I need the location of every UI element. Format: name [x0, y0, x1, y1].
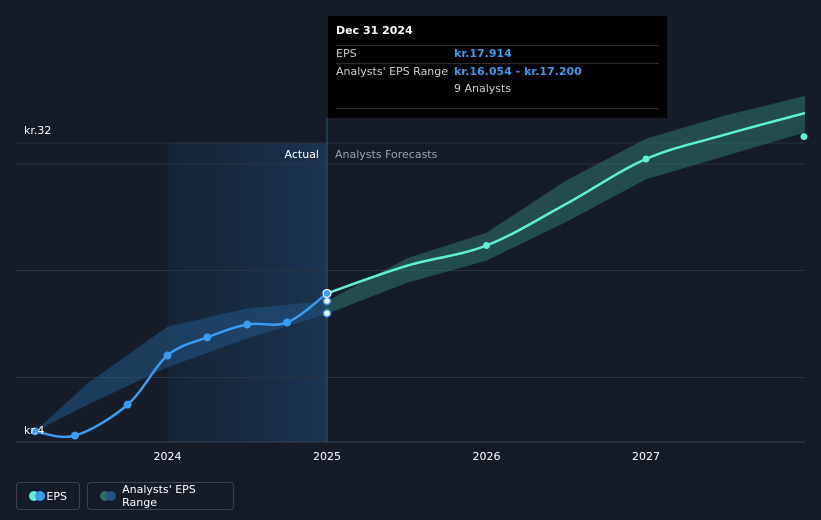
x-tick-2025: 2025 — [313, 450, 341, 463]
eps-point-2 — [123, 400, 132, 409]
tooltip: Dec 31 2024 EPS kr.17.914 Analysts' EPS … — [328, 16, 667, 118]
tooltip-range-value: kr.16.054 - kr.17.200 — [454, 65, 582, 78]
eps-legend-icon — [29, 491, 45, 501]
tooltip-row-range: Analysts' EPS Range kr.16.054 - kr.17.20… — [336, 63, 659, 81]
eps-point-5 — [243, 320, 252, 329]
y-label-top: kr.32 — [24, 124, 51, 137]
eps-line — [34, 292, 328, 439]
range-marker-1 — [322, 296, 332, 306]
forecast-point-0 — [483, 242, 490, 250]
forecast-point-1 — [642, 155, 650, 163]
eps-point-0 — [31, 427, 40, 436]
forecast-point-end — [800, 133, 808, 141]
tooltip-eps-value: kr.17.914 — [454, 47, 512, 60]
y-label-bottom: kr.4 — [24, 424, 44, 437]
eps-point-6 — [283, 318, 292, 327]
eps-point-4 — [203, 333, 212, 342]
tooltip-analysts: 9 Analysts — [454, 82, 512, 95]
tooltip-date: Dec 31 2024 — [336, 24, 413, 37]
eps-point-3 — [163, 351, 172, 360]
x-tick-2027: 2027 — [632, 450, 660, 463]
range-marker-0 — [322, 309, 332, 318]
legend-eps[interactable]: EPS — [16, 482, 80, 510]
tooltip-divider — [336, 108, 659, 109]
eps-current-point — [322, 288, 332, 299]
x-tick-2024: 2024 — [154, 450, 182, 463]
actual-region — [167, 143, 327, 442]
tooltip-range-label: Analysts' EPS Range — [336, 65, 449, 78]
legend-range[interactable]: Analysts' EPS Range — [87, 482, 234, 510]
region-label-actual: Actual — [285, 148, 319, 161]
actual-range-band — [35, 301, 328, 432]
eps-point-1 — [70, 431, 79, 440]
legend-eps-label: EPS — [46, 489, 67, 503]
tooltip-row-eps: EPS kr.17.914 — [336, 45, 659, 63]
tooltip-row-analysts: 9 Analysts — [336, 81, 659, 98]
region-label-forecast: Analysts Forecasts — [335, 148, 438, 161]
legend-range-label: Analysts' EPS Range — [122, 483, 196, 509]
forecast-line — [326, 111, 806, 295]
x-tick-2026: 2026 — [473, 450, 501, 463]
tooltip-eps-label: EPS — [336, 47, 357, 60]
range-legend-icon — [100, 491, 116, 501]
